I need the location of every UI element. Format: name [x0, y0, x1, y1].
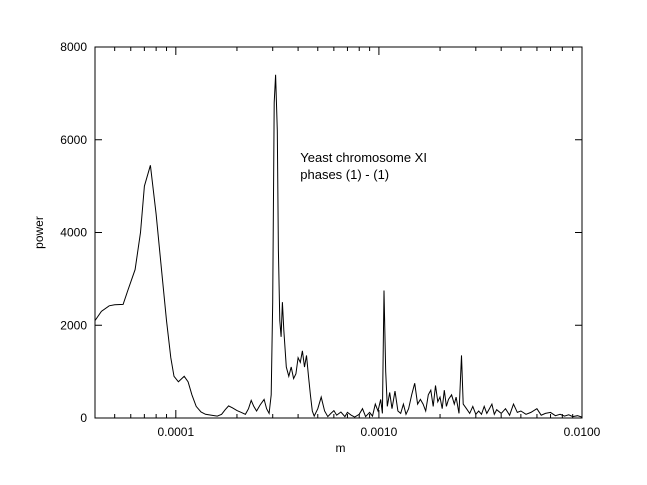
x-tick-label: 0.0100: [564, 425, 601, 439]
annotation-line-2: phases (1) - (1): [300, 167, 389, 182]
x-tick-label: 0.0001: [157, 425, 194, 439]
x-axis: 0.0001 0.0010 0.0100: [94, 47, 601, 439]
y-tick-label: 6000: [60, 133, 87, 147]
y-axis: 0 2000 4000 6000 8000: [60, 40, 582, 425]
y-tick-label: 4000: [60, 226, 87, 240]
y-axis-title: power: [32, 216, 46, 249]
y-tick-label: 0: [80, 411, 87, 425]
x-tick-label: 0.0010: [361, 425, 398, 439]
x-axis-title: m: [336, 441, 346, 455]
plot-frame: [94, 46, 583, 419]
annotation-line-1: Yeast chromosome XI: [300, 150, 427, 165]
y-tick-label: 2000: [60, 318, 87, 332]
series-line: [94, 74, 583, 418]
y-tick-label: 8000: [60, 40, 87, 54]
